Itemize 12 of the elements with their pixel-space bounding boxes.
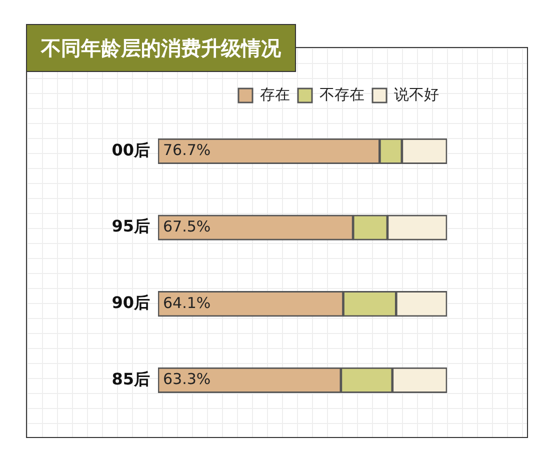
data-label: 67.5% [163,217,211,236]
y-tick-label: 85后 [112,369,150,388]
legend-label: 说不好 [394,85,439,104]
data-label: 64.1% [163,294,211,312]
data-label: 76.7% [163,141,211,160]
data-label: 63.3% [163,370,211,388]
y-tick-label: 95后 [112,216,150,236]
y-tick-label: 90后 [112,293,150,312]
legend-label: 不存在 [320,85,364,104]
chart-title: 不同年龄层的消费升级情况 [26,24,296,72]
y-tick-label: 00后 [112,140,150,160]
legend-label: 存在 [260,85,290,104]
